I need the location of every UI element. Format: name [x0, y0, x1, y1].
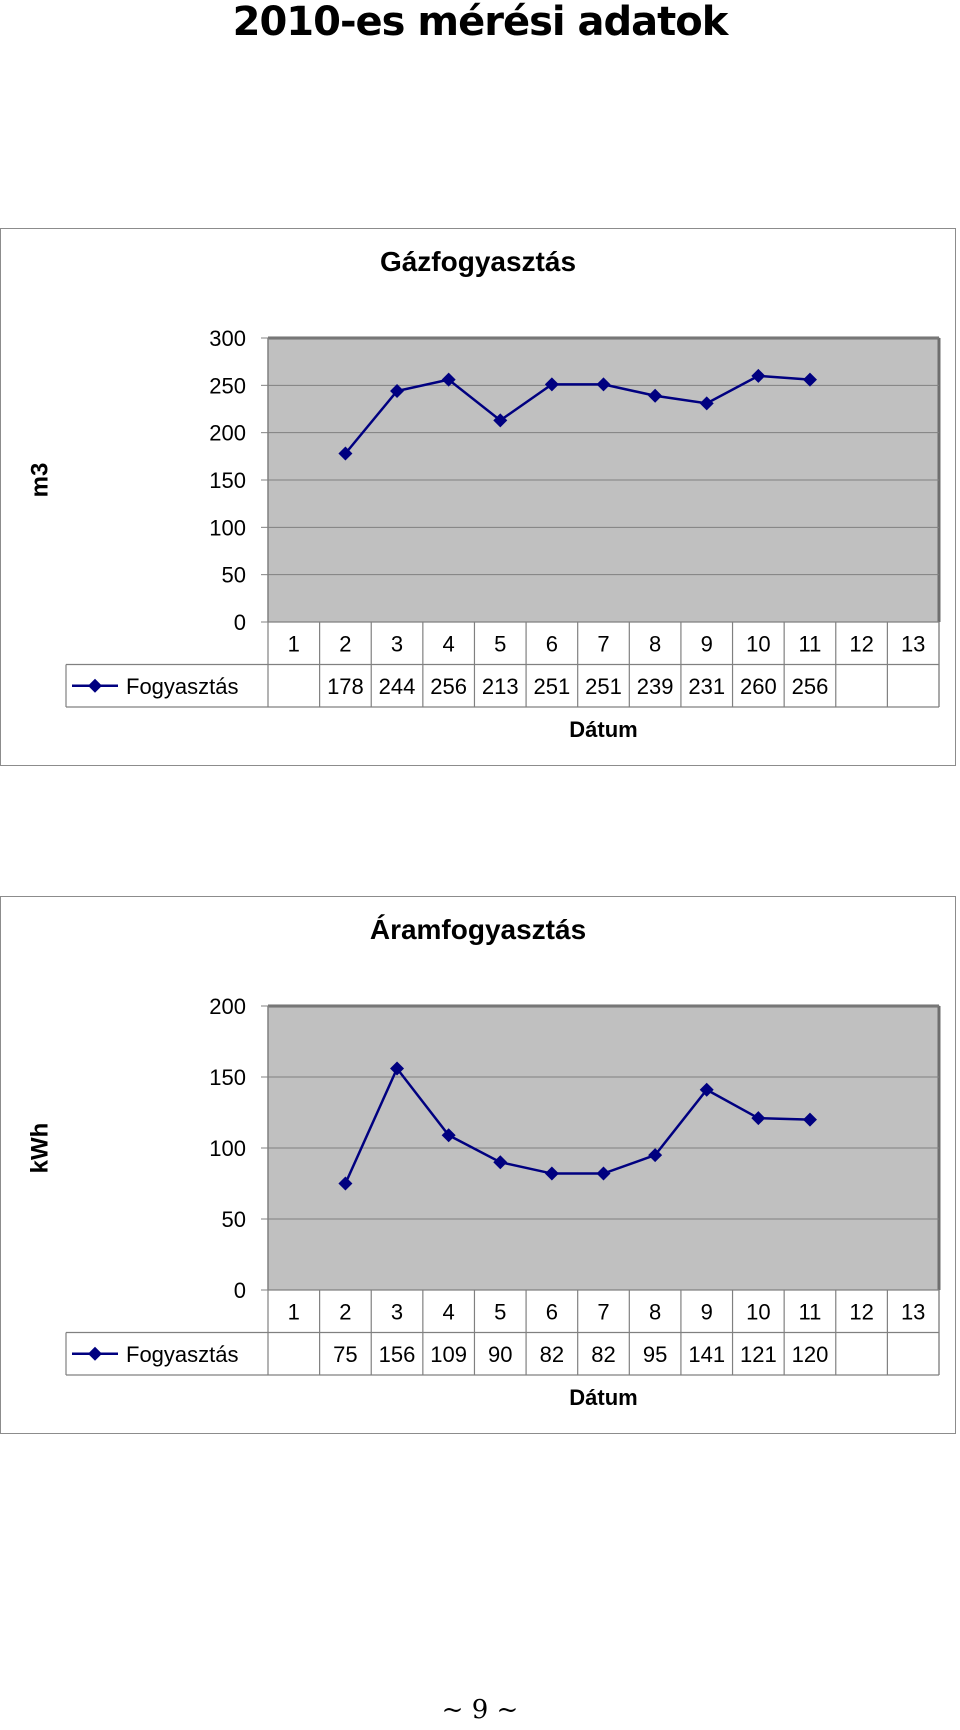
- data-table-value: 156: [379, 1342, 416, 1367]
- data-point-marker: [699, 396, 714, 411]
- y-tick-label: 100: [209, 515, 246, 540]
- x-axis-label: Dátum: [569, 1385, 637, 1410]
- data-point-marker: [544, 1166, 559, 1181]
- data-table-value: 75: [333, 1342, 357, 1367]
- data-point-marker: [699, 1082, 714, 1097]
- data-table-value: 251: [534, 674, 571, 699]
- data-table-value: 82: [591, 1342, 615, 1367]
- legend-label: Fogyasztás: [126, 674, 239, 699]
- category-label: 5: [494, 631, 506, 656]
- data-point-marker: [802, 1112, 817, 1127]
- category-label: 1: [288, 1299, 300, 1324]
- data-table-value: 239: [637, 674, 674, 699]
- data-point-marker: [596, 1166, 611, 1181]
- data-point-marker: [751, 368, 766, 383]
- x-axis-label: Dátum: [569, 717, 637, 742]
- gas-chart: Gázfogyasztás m3 0 50 100 150 200 250 300 1 2 3 4 5 6 7…: [0, 228, 956, 766]
- category-label: 11: [799, 1299, 822, 1324]
- y-tick-label: 200: [209, 421, 246, 446]
- data-table-value: 95: [643, 1342, 667, 1367]
- y-tick-label: 0: [234, 1278, 246, 1303]
- data-point-marker: [390, 384, 405, 399]
- category-label: 12: [849, 631, 873, 656]
- page-title: 2010-es mérési adatok: [232, 0, 729, 45]
- category-label: 8: [649, 631, 661, 656]
- y-tick-label: 300: [209, 326, 246, 351]
- data-table-value: 178: [327, 674, 364, 699]
- data-point-marker: [493, 413, 508, 428]
- series-line: [344, 374, 811, 455]
- category-label: 9: [701, 1299, 713, 1324]
- legend-marker: [88, 678, 102, 693]
- y-tick-label: 250: [209, 373, 246, 398]
- data-point-marker: [338, 1176, 353, 1191]
- chart-title: Gázfogyasztás: [380, 246, 576, 277]
- legend-label: Fogyasztás: [126, 1342, 239, 1367]
- data-table-value: 260: [740, 674, 777, 699]
- data-point-marker: [648, 388, 663, 403]
- data-table-value: 213: [482, 674, 519, 699]
- electricity-chart: Áramfogyasztás kWh 0 50 100 150 200 1 2 3 4 5 6 7 8 9 10…: [0, 896, 956, 1434]
- data-point-marker: [493, 1155, 508, 1170]
- category-label: 5: [494, 1299, 506, 1324]
- chart-title: Áramfogyasztás: [370, 914, 586, 945]
- data-point-marker: [596, 377, 611, 392]
- data-point-marker: [338, 446, 353, 461]
- data-table-value: 231: [688, 674, 725, 699]
- y-axis-label: kWh: [26, 1123, 53, 1174]
- category-label: 3: [391, 1299, 403, 1324]
- series-line: [344, 1066, 810, 1185]
- category-label: 7: [597, 1299, 609, 1324]
- data-table-value: 244: [379, 674, 416, 699]
- y-tick-label: 100: [209, 1136, 246, 1161]
- y-tick-label: 50: [222, 563, 246, 588]
- legend-marker: [88, 1346, 102, 1361]
- category-label: 2: [339, 631, 351, 656]
- page-number: ~ 9 ~: [441, 1695, 519, 1725]
- category-label: 7: [597, 631, 609, 656]
- data-table-value: 256: [430, 674, 467, 699]
- y-tick-label: 200: [209, 994, 246, 1019]
- y-tick-label: 150: [209, 468, 246, 493]
- data-table-value: 256: [792, 674, 829, 699]
- category-label: 13: [901, 1299, 925, 1324]
- category-label: 10: [746, 631, 770, 656]
- category-label: 4: [443, 1299, 455, 1324]
- data-point-marker: [751, 1111, 766, 1126]
- data-point-marker: [802, 372, 817, 387]
- data-table-value: 82: [540, 1342, 564, 1367]
- y-tick-label: 50: [222, 1207, 246, 1232]
- category-label: 8: [649, 1299, 661, 1324]
- data-point-marker: [390, 1061, 405, 1076]
- data-table-value: 120: [792, 1342, 829, 1367]
- y-tick-label: 0: [234, 610, 246, 635]
- data-point-marker: [441, 372, 456, 387]
- category-label: 10: [746, 1299, 770, 1324]
- category-label: 2: [339, 1299, 351, 1324]
- category-label: 13: [901, 631, 925, 656]
- category-label: 11: [799, 631, 822, 656]
- data-table-value: 141: [688, 1342, 725, 1367]
- category-label: 1: [288, 631, 300, 656]
- data-table-value: 251: [585, 674, 622, 699]
- category-label: 4: [443, 631, 455, 656]
- y-tick-label: 150: [209, 1065, 246, 1090]
- category-label: 3: [391, 631, 403, 656]
- data-point-marker: [544, 377, 559, 392]
- category-label: 6: [546, 1299, 558, 1324]
- y-axis-label: m3: [26, 463, 53, 498]
- data-point-marker: [648, 1148, 663, 1163]
- data-table-value: 121: [740, 1342, 777, 1367]
- data-point-marker: [441, 1128, 456, 1143]
- category-label: 12: [849, 1299, 873, 1324]
- data-table-value: 109: [430, 1342, 467, 1367]
- data-table-value: 90: [488, 1342, 512, 1367]
- category-label: 6: [546, 631, 558, 656]
- category-label: 9: [701, 631, 713, 656]
